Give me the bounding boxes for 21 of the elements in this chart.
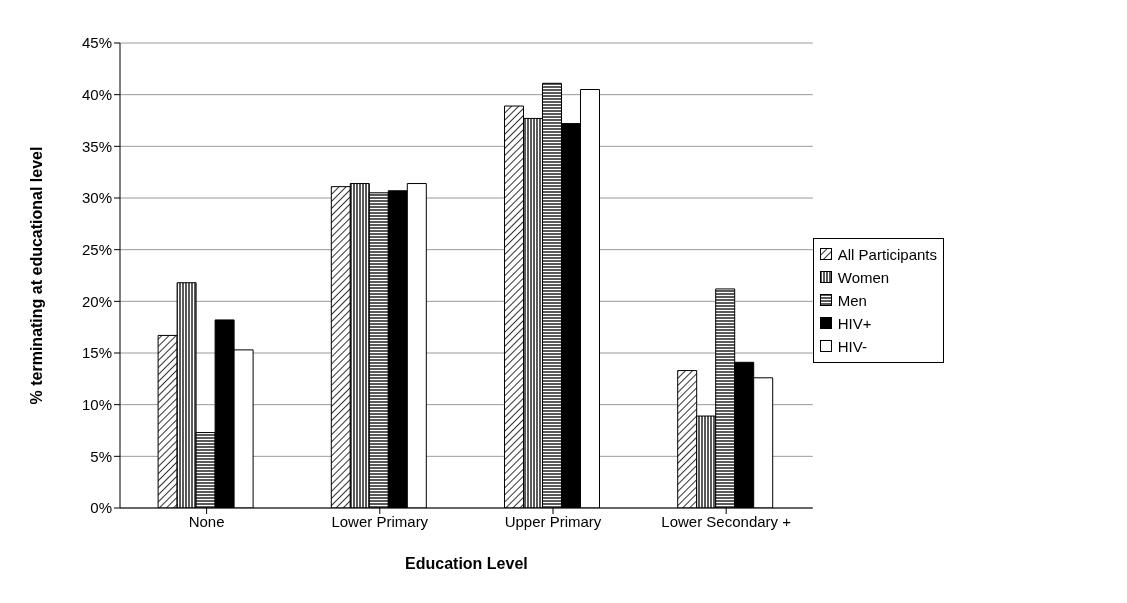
legend-label: HIV+ [837, 315, 872, 332]
y-tick-label: 15% [81, 344, 112, 362]
y-tick-label: 5% [90, 447, 112, 465]
y-tick-label: 40% [81, 85, 112, 103]
y-tick-label: 0% [90, 499, 112, 517]
x-tick-label: Lower Primary [331, 512, 429, 530]
x-axis-title: Education Level [405, 555, 528, 572]
legend-label: Men [837, 292, 867, 309]
y-tick-label: 35% [81, 137, 112, 155]
y-tick-label: 25% [81, 240, 112, 258]
x-tick-label: Upper Primary [504, 512, 602, 530]
legend-label: All Participants [837, 246, 937, 263]
y-tick-label: 10% [81, 395, 112, 413]
y-axis-title: % terminating at educational level [27, 146, 45, 405]
legend-label: Women [837, 269, 890, 286]
y-tick-label: 20% [81, 292, 112, 310]
legend-label: HIV- [837, 338, 867, 355]
y-tick-label: 45% [81, 34, 112, 52]
y-tick-label: 30% [81, 189, 112, 207]
x-tick-label: None [188, 512, 225, 530]
x-tick-label: Lower Secondary + [661, 512, 792, 530]
